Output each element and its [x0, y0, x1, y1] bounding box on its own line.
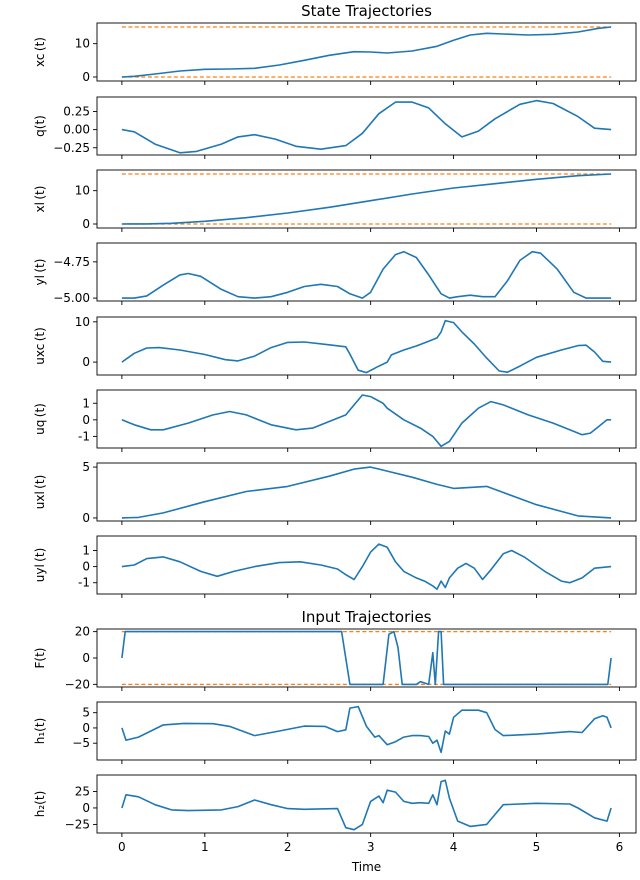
y-axis-label: q(t) [33, 115, 47, 137]
y-tick-label: 10 [75, 315, 90, 329]
y-tick-label: −0.25 [53, 141, 90, 155]
series-line [121, 394, 612, 448]
y-tick-label: −20 [65, 677, 90, 691]
x-tick-label: 3 [367, 840, 375, 854]
plot-frame [96, 242, 637, 302]
y-axis-label: xl (t) [33, 186, 47, 213]
panel-11: 25 0 −25 0 1 2 3 4 5 6 h₂(t) Time [33, 774, 637, 874]
y-tick-label: 25 [75, 784, 90, 798]
panel-3: 0 10 xl (t) [33, 169, 637, 232]
series-line [121, 705, 612, 754]
series-line [121, 466, 612, 519]
y-tick-label: 0 [82, 511, 90, 525]
plot-frame [96, 535, 637, 595]
panel-10: 50−5 h₁(t) [33, 701, 637, 764]
y-tick-label: −4.75 [53, 255, 90, 269]
x-tick-label: 4 [450, 840, 458, 854]
panel-6: 1 0 -1 uq (t) [33, 389, 637, 452]
panel-1: 0 10 xc (t) State Trajectories [33, 2, 637, 85]
x-tick-label: 0 [118, 840, 126, 854]
y-axis-label: xc (t) [33, 37, 47, 67]
panel-2: 0.25 0.00 −0.25 q(t) [33, 96, 637, 159]
panel-8: 1 0 -1 uyl (t) [33, 535, 637, 598]
y-tick-label: −25 [65, 817, 90, 831]
y-tick-label: 10 [75, 184, 90, 198]
panel-4: −4.75 −5.00 yl (t) [33, 242, 637, 305]
plot-frame [96, 96, 637, 156]
y-tick-label: 5 [82, 460, 90, 474]
y-tick-label: 0 [82, 721, 90, 735]
chart-title: State Trajectories [301, 2, 432, 20]
y-tick-label: 10 [75, 37, 90, 51]
series-line [121, 543, 612, 590]
y-tick-label: 0.25 [63, 105, 90, 119]
plot-frame [96, 169, 637, 229]
plot-frame [96, 462, 637, 522]
plot-frame [96, 316, 637, 376]
plot-frame [96, 701, 637, 761]
plot-frame [96, 22, 637, 82]
y-tick-label: 0 [82, 70, 90, 84]
y-tick-label: 0 [82, 560, 90, 574]
y-axis-label: F(t) [33, 648, 47, 669]
plot-frame [96, 774, 637, 834]
series-line [121, 26, 612, 78]
series-line [121, 250, 612, 299]
y-tick-label: 0 [82, 413, 90, 427]
x-tick-label: 6 [616, 840, 624, 854]
y-tick-label: 0 [82, 651, 90, 665]
y-tick-label: −5 [72, 736, 90, 750]
series-line [121, 319, 612, 374]
panel-9: 20 0 −20 F(t) Input Trajectories [33, 608, 637, 691]
y-tick-label: 1 [82, 544, 90, 558]
y-tick-label: −5.00 [53, 291, 90, 305]
chart-title: Input Trajectories [301, 608, 431, 626]
y-axis-label: uxc (t) [33, 327, 47, 365]
y-axis-label: uxl (t) [33, 475, 47, 510]
series-line [121, 173, 612, 225]
y-tick-label: 0 [82, 355, 90, 369]
y-tick-label: 0 [82, 217, 90, 231]
y-tick-label: 20 [75, 625, 90, 639]
y-tick-label: 1 [82, 396, 90, 410]
panel-7: 0 5 uxl (t) [33, 460, 637, 525]
y-tick-label: 0 [82, 801, 90, 815]
panel-5: 0 10 uxc (t) [33, 315, 637, 379]
plot-frame [96, 628, 637, 688]
y-axis-label: uq (t) [33, 403, 47, 435]
y-axis-label: yl (t) [33, 259, 47, 286]
x-tick-label: 1 [201, 840, 209, 854]
y-tick-label: 5 [82, 706, 90, 720]
series-line [121, 99, 612, 154]
y-tick-label: -1 [78, 576, 90, 590]
y-axis-label: h₁(t) [33, 718, 47, 744]
y-axis-label: uyl (t) [33, 548, 47, 583]
x-axis-label: Time [351, 860, 381, 874]
y-tick-label: 0.00 [63, 123, 90, 137]
x-tick-label: 2 [284, 840, 292, 854]
y-tick-label: -1 [78, 429, 90, 443]
series-line [121, 779, 612, 831]
y-axis-label: h₂(t) [33, 791, 47, 817]
x-tick-label: 5 [533, 840, 541, 854]
series-line [121, 630, 612, 686]
plot-frame [96, 389, 637, 449]
